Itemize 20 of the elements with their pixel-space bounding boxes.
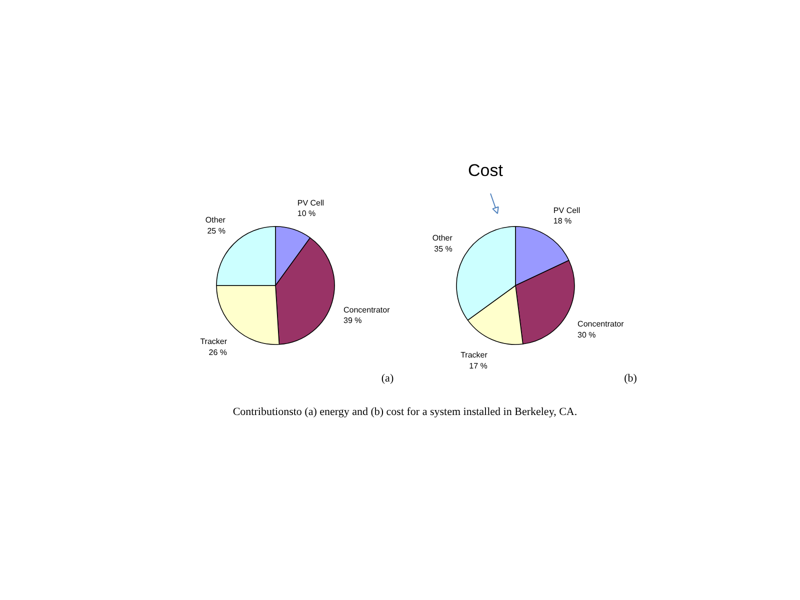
data-label: 18 %: [553, 216, 572, 226]
data-label: 30 %: [578, 330, 596, 340]
text: (a): [381, 372, 394, 384]
chart-title: Cost: [468, 161, 504, 180]
data-label: 39 %: [343, 316, 362, 326]
text: (b): [624, 372, 638, 384]
slice-label: PV Cell: [553, 206, 580, 215]
data-label: 17 %: [469, 361, 488, 370]
data-label: 26 %: [208, 348, 228, 357]
data-label: 25 %: [207, 226, 226, 236]
text: Contributionsto (a) energy and (b) cost for a system installed in Berkeley, CA.: [232, 405, 578, 420]
slice-label: Other: [205, 216, 226, 225]
slice-label: PV Cell: [297, 198, 324, 208]
slice-label: Tracker: [200, 337, 228, 346]
data-label: 35 %: [434, 244, 452, 254]
data-label: 10 %: [297, 209, 316, 218]
slice-label: Other: [432, 234, 453, 243]
slice-label: Tracker: [460, 350, 488, 360]
slice-label: Concentrator: [343, 305, 390, 314]
slice-label: Concentrator: [578, 320, 624, 329]
